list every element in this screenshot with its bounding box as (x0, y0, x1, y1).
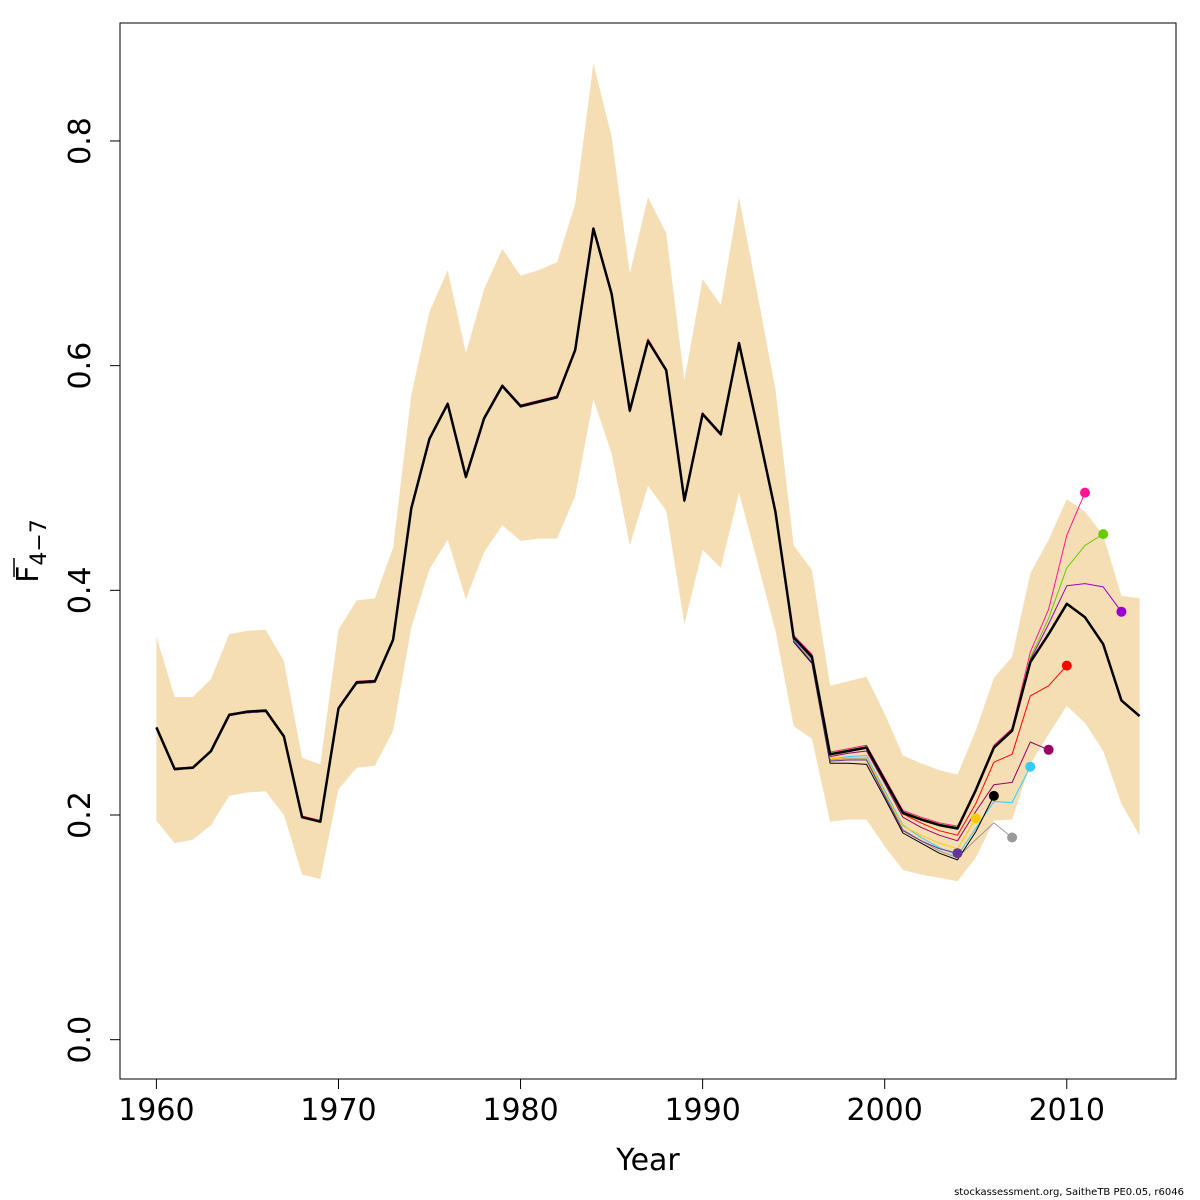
x-tick-label: 2010 (1029, 1093, 1105, 1128)
series-layer (155, 227, 1141, 861)
y-axis: 0.0 0.2 0.4 0.6 0.8 (63, 117, 121, 1064)
y-tick-label: 0.4 (63, 566, 98, 614)
confidence-band (156, 63, 1140, 882)
series-end-point-2 (1098, 529, 1109, 540)
x-tick-label: 1970 (300, 1093, 376, 1128)
series-end-point-10 (952, 848, 963, 859)
svg-text:F4−7: F4−7 (11, 519, 52, 583)
series-end-point-9 (970, 813, 981, 824)
series-end-point-3 (1116, 606, 1127, 617)
x-tick-label: 1960 (118, 1093, 194, 1128)
x-axis: 1960 1970 1980 1990 2000 2010 (118, 1078, 1105, 1128)
x-tick-label: 2000 (847, 1093, 923, 1128)
series-end-point-6 (1025, 761, 1036, 772)
y-axis-title: F4−7 (11, 519, 52, 583)
x-axis-title: Year (615, 1143, 680, 1178)
x-tick-label: 1980 (482, 1093, 558, 1128)
y-axis-title-main: F (11, 566, 46, 583)
series-end-point-8 (988, 790, 999, 801)
footer-credit: stockassessment.org, SaitheTB PE0.05, r6… (954, 1187, 1184, 1198)
y-tick-label: 0.0 (63, 1016, 98, 1064)
y-axis-title-subscript: 4−7 (27, 519, 52, 565)
series-end-point-4 (1061, 660, 1072, 671)
y-tick-label: 0.6 (63, 342, 98, 390)
series-end-point-1 (1080, 487, 1090, 498)
series-end-point-5 (1043, 744, 1054, 755)
x-tick-label: 1990 (664, 1093, 740, 1128)
plot-area (155, 63, 1141, 882)
y-tick-label: 0.2 (63, 791, 98, 839)
y-tick-label: 0.8 (63, 117, 98, 165)
series-line-11 (155, 227, 1141, 830)
series-end-point-7 (1007, 832, 1018, 843)
